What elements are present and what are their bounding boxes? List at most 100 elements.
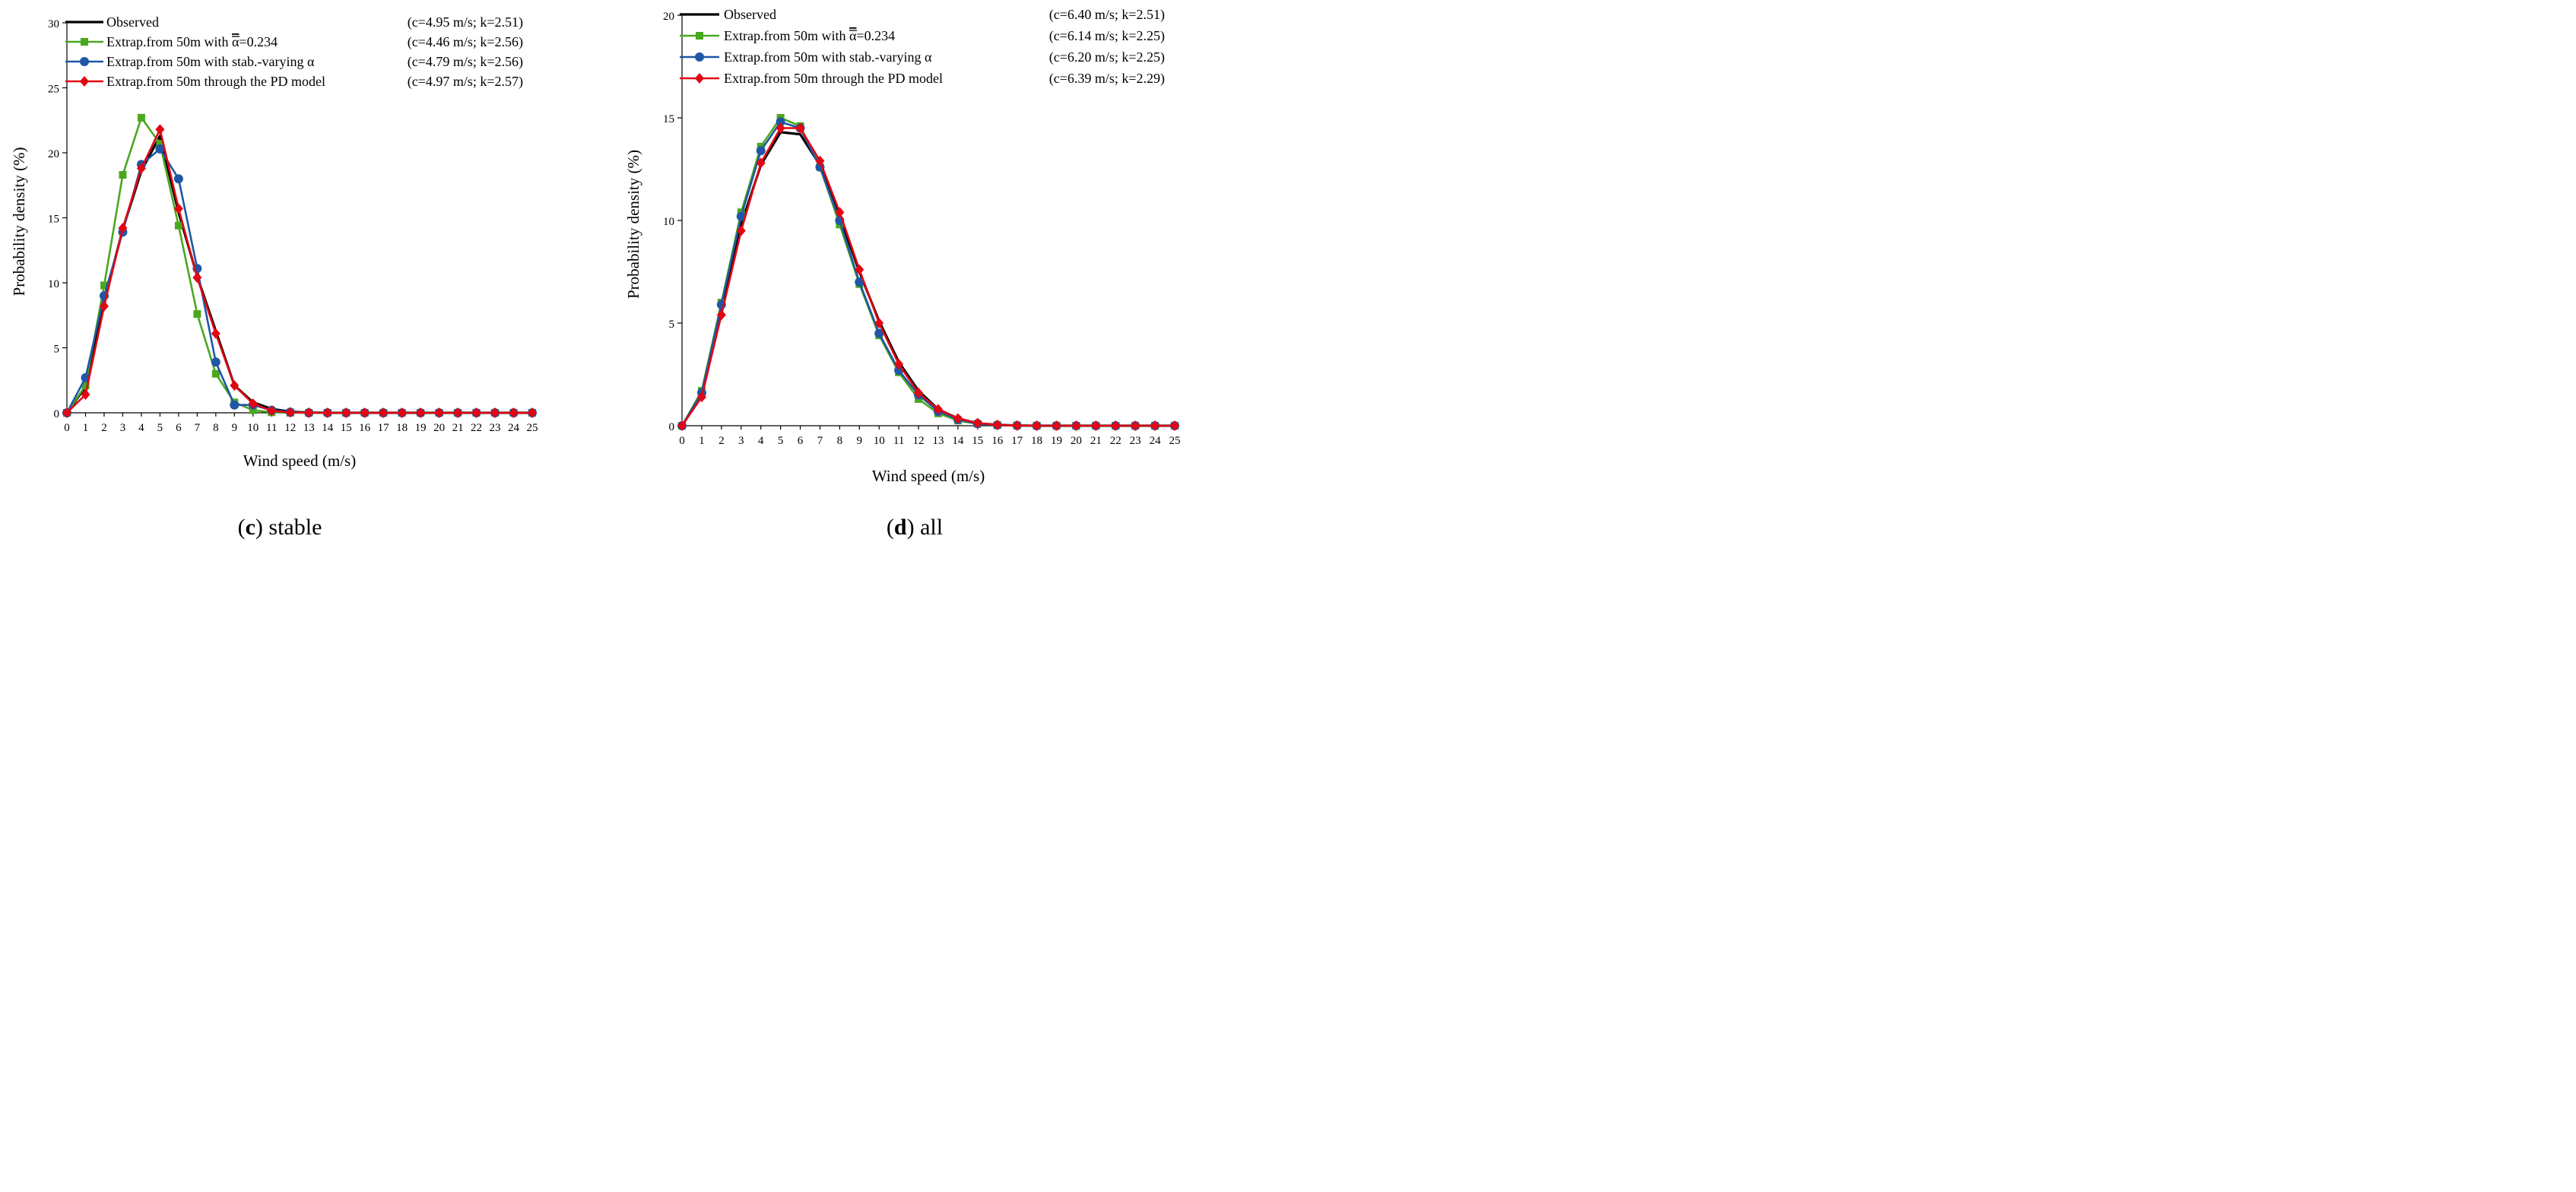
- y-tick-label: 15: [48, 214, 59, 226]
- legend-params: (c=4.95 m/s; k=2.51): [408, 14, 523, 30]
- series-extrap-from-50m-through-the-pd-model: [677, 122, 1179, 431]
- data-point: [211, 328, 220, 339]
- caption-panel-letter: c: [246, 515, 255, 540]
- data-point: [815, 155, 825, 166]
- data-point: [248, 398, 258, 410]
- data-point: [776, 122, 785, 134]
- data-point: [379, 407, 389, 418]
- x-tick-label: 11: [893, 435, 904, 447]
- data-point: [953, 413, 963, 424]
- data-point: [62, 407, 71, 418]
- series-line: [680, 131, 1175, 427]
- panel-caption: (c) stable: [238, 515, 322, 540]
- x-tick-label: 0: [64, 422, 70, 434]
- legend-entry: Extrap.from 50m through the PD model (c=6…: [680, 71, 1165, 87]
- x-tick-label: 23: [490, 422, 501, 434]
- legend-label: Extrap.from 50m through the PD model: [106, 74, 325, 89]
- panel-caption: (d) all: [887, 515, 943, 540]
- x-tick-label: 20: [1071, 435, 1082, 447]
- legend-params: (c=6.40 m/s; k=2.51): [1049, 7, 1165, 23]
- y-tick-label: 25: [48, 84, 59, 96]
- data-point: [249, 406, 257, 414]
- data-point: [914, 387, 924, 398]
- data-point: [119, 171, 127, 179]
- legend-marker: [81, 38, 88, 46]
- data-point: [874, 318, 884, 328]
- x-tick-label: 8: [213, 422, 219, 434]
- data-point: [285, 407, 295, 418]
- legend-marker: [80, 76, 89, 87]
- x-tick-label: 13: [303, 422, 315, 434]
- legend-label: Extrap.from 50m through the PD model: [724, 71, 943, 86]
- data-point: [173, 174, 183, 184]
- legend-params: (c=4.79 m/s; k=2.56): [408, 54, 523, 70]
- data-point: [453, 407, 463, 418]
- x-tick-label: 18: [396, 422, 408, 434]
- data-point: [155, 124, 165, 135]
- x-tick-label: 9: [857, 435, 863, 447]
- y-tick-label: 20: [663, 11, 674, 23]
- series-extrap-from-50m-with-stab-varying: [677, 117, 1179, 430]
- data-point: [795, 122, 805, 134]
- data-point: [81, 389, 90, 401]
- legend-params: (c=4.97 m/s; k=2.57): [408, 74, 523, 90]
- data-point: [1032, 420, 1042, 431]
- legend-params: (c=6.39 m/s; k=2.29): [1049, 71, 1165, 87]
- data-point: [756, 146, 766, 156]
- y-axis-title: Probability density (%): [624, 150, 642, 299]
- x-tick-label: 10: [247, 422, 259, 434]
- x-tick-label: 19: [415, 422, 427, 434]
- data-point: [677, 420, 687, 431]
- legend-label-prefix: Extrap.from 50m with: [106, 34, 232, 49]
- legend-entry: Extrap.from 50m with stab.-varying α (c=4…: [65, 54, 523, 70]
- data-point: [118, 223, 128, 234]
- series-extrap-from-50m-with-0-234: [678, 114, 1179, 430]
- x-tick-label: 7: [817, 435, 823, 447]
- y-axis-title: Probability density (%): [10, 147, 28, 296]
- legend-entry: Extrap.from 50m with stab.-varying α (c=6…: [680, 49, 1165, 65]
- y-tick-label: 10: [48, 278, 59, 290]
- data-point: [100, 281, 108, 290]
- x-tick-label: 16: [359, 422, 371, 434]
- x-tick-label: 0: [679, 435, 685, 447]
- legend-label: Extrap.from 50m with stab.-varying α: [106, 54, 315, 69]
- data-point: [322, 407, 332, 418]
- x-tick-label: 7: [195, 422, 201, 434]
- x-tick-label: 3: [738, 435, 744, 447]
- data-point: [136, 163, 146, 174]
- data-point: [1071, 420, 1081, 431]
- y-tick-label: 10: [663, 216, 674, 228]
- x-axis-title: Wind speed (m/s): [872, 467, 985, 485]
- legend-marker: [695, 52, 704, 62]
- y-tick-label: 0: [669, 421, 675, 433]
- caption-title: stable: [268, 515, 322, 540]
- caption-panel-letter: d: [894, 515, 907, 540]
- data-point: [835, 207, 845, 218]
- data-point: [81, 382, 90, 390]
- x-tick-label: 21: [1090, 435, 1102, 447]
- data-point: [99, 300, 109, 312]
- legend-entry: Observed (c=4.95 m/s; k=2.51): [65, 14, 523, 30]
- caption-close-paren: ): [907, 515, 921, 540]
- data-point: [716, 309, 726, 321]
- x-tick-label: 1: [83, 422, 89, 434]
- data-point: [211, 369, 220, 378]
- x-tick-label: 12: [913, 435, 925, 447]
- data-point: [397, 407, 407, 418]
- legend: Observed (c=6.40 m/s; k=2.51) Extrap.from …: [680, 7, 1165, 87]
- data-point: [855, 277, 864, 287]
- data-point: [1150, 420, 1160, 431]
- x-tick-label: 1: [699, 435, 705, 447]
- legend-label: Observed: [724, 7, 776, 22]
- data-point: [874, 328, 884, 338]
- data-point: [173, 203, 183, 214]
- data-point: [509, 407, 519, 418]
- x-tick-label: 14: [952, 435, 964, 447]
- data-point: [696, 392, 706, 403]
- data-point: [341, 407, 351, 418]
- series-extrap-from-50m-with-stab-varying: [62, 144, 537, 417]
- data-point: [434, 407, 444, 418]
- y-tick-label: 0: [54, 408, 60, 420]
